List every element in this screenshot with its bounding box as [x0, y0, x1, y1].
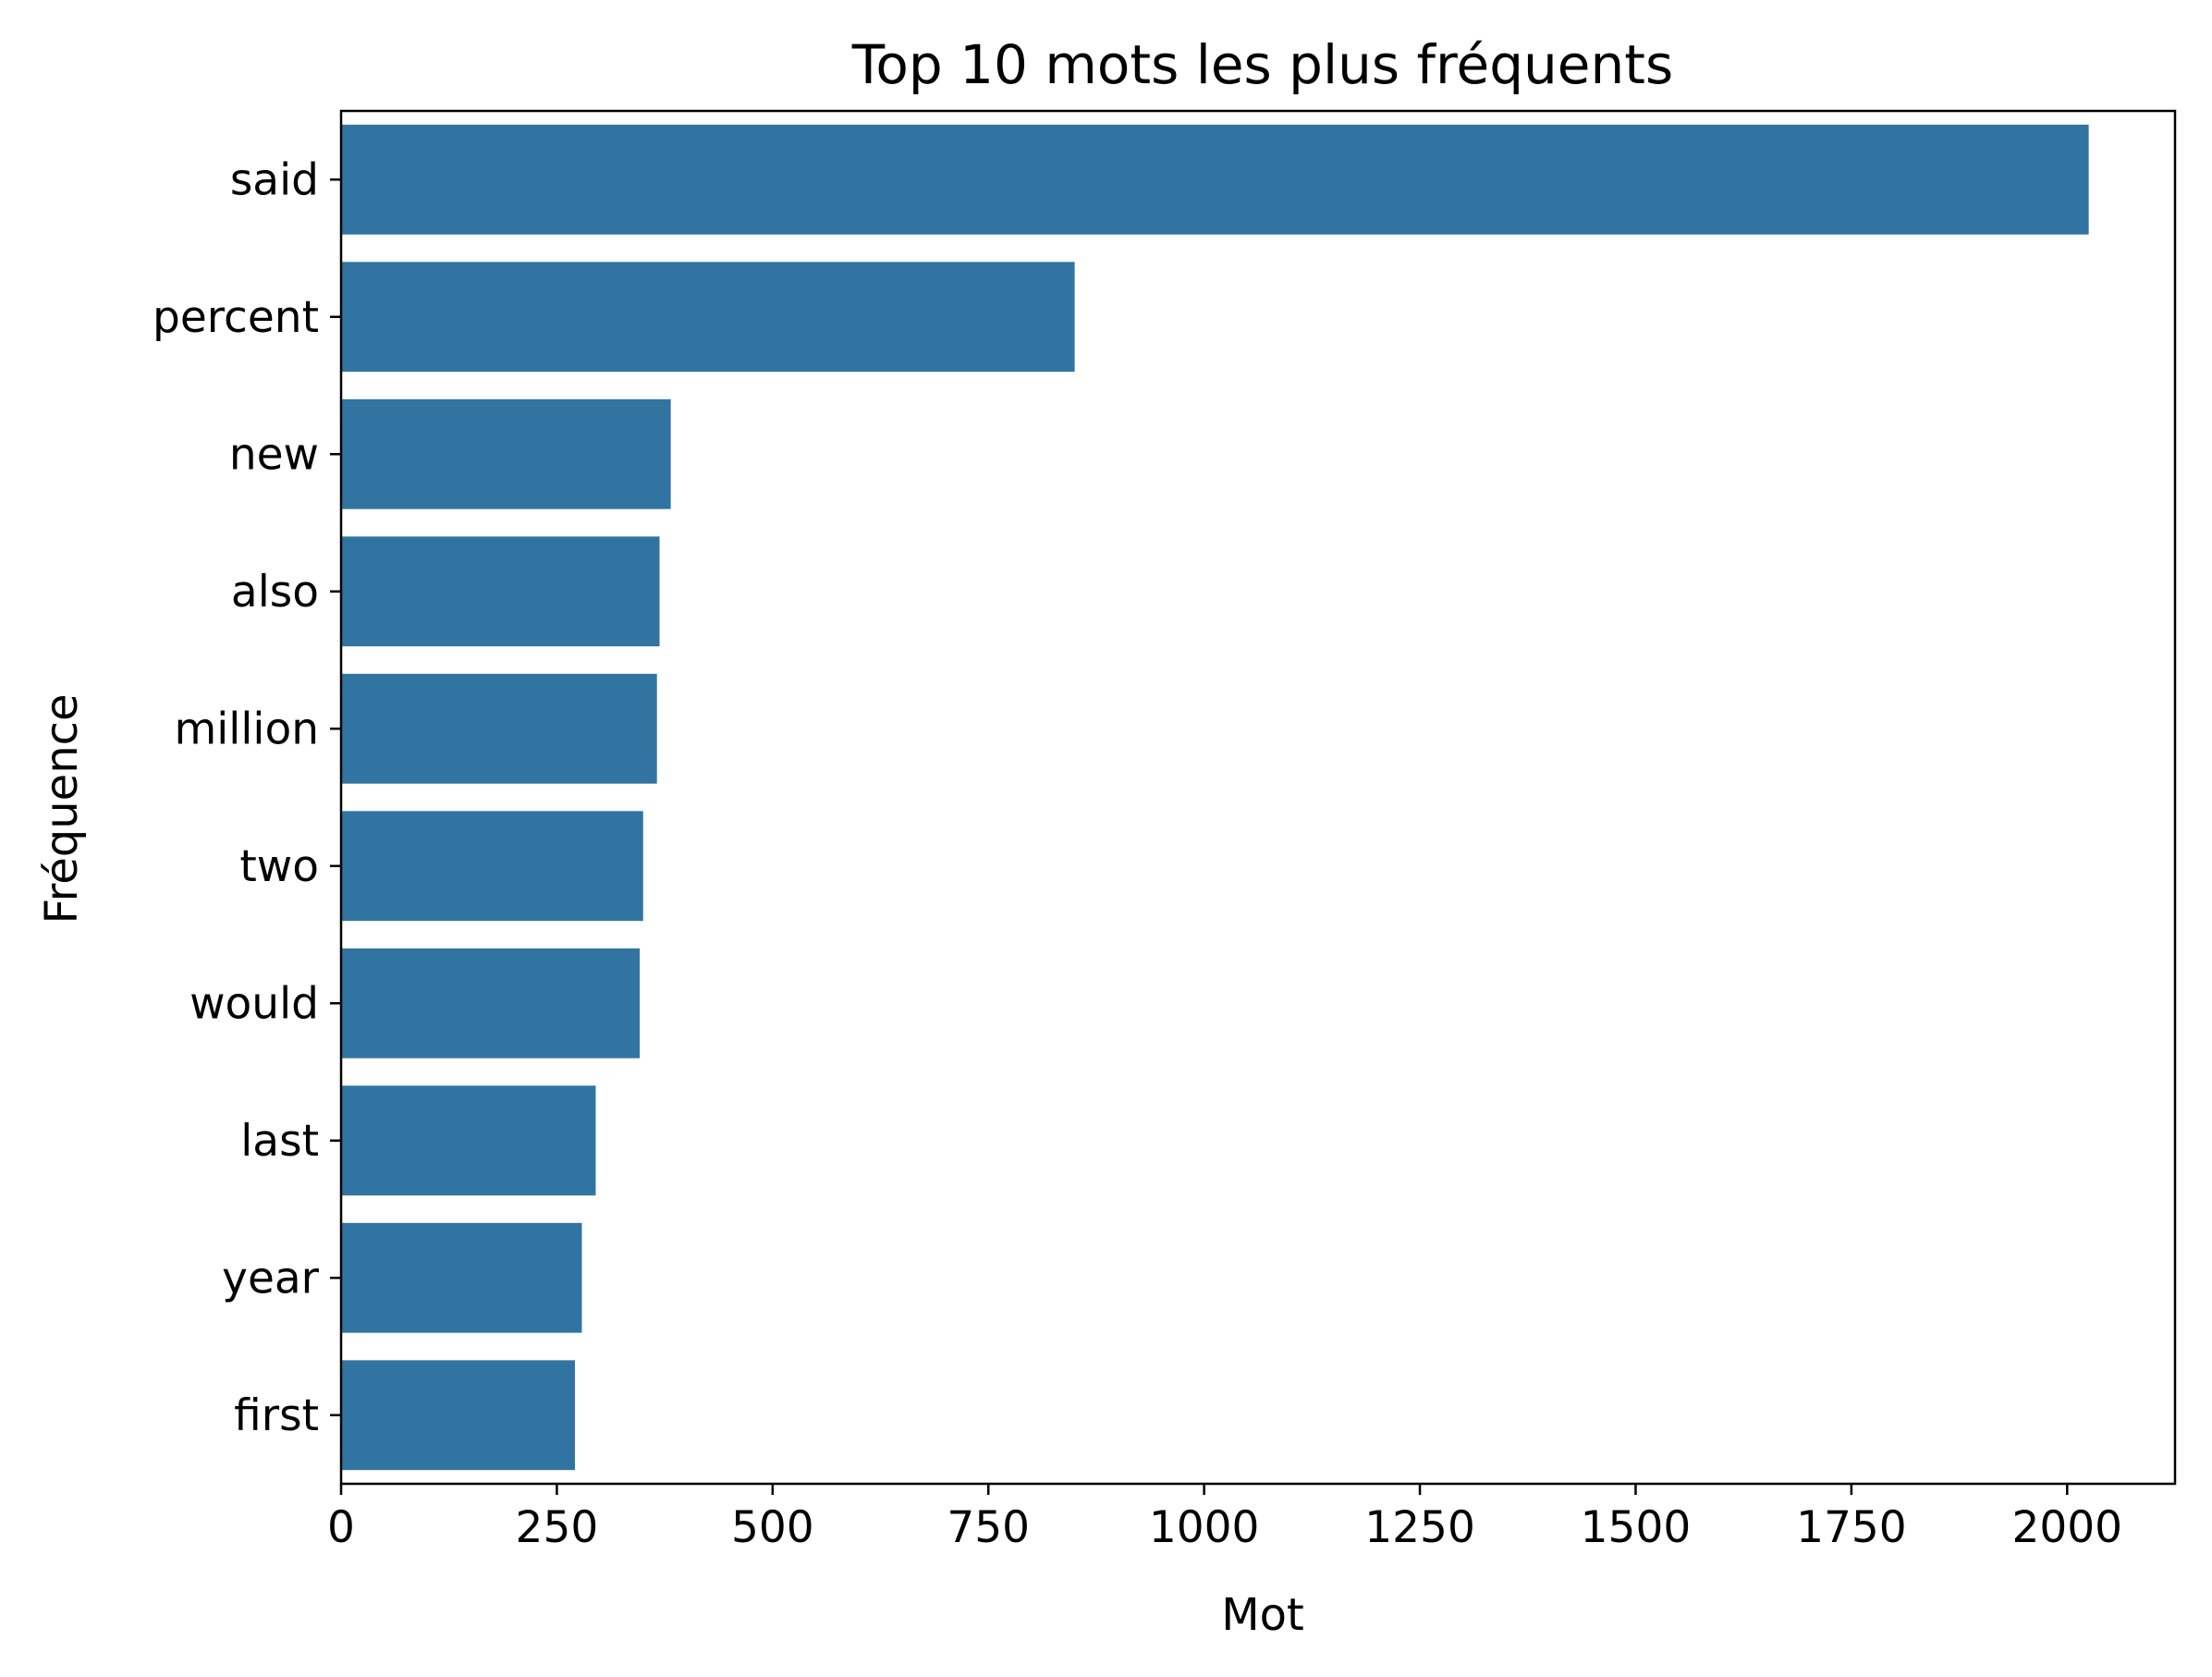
x-tick-label-2000: 2000: [2011, 1502, 2122, 1553]
y-tick-label-million: million: [174, 704, 319, 754]
bar-also: [341, 536, 660, 647]
y-tick-label-last: last: [240, 1116, 319, 1167]
axes-frame: [339, 109, 2177, 1486]
y-tick-label-said: said: [230, 154, 319, 205]
bar-first: [341, 1360, 576, 1471]
x-tick-label-0: 0: [327, 1502, 355, 1553]
x-tick-label-1250: 1250: [1364, 1502, 1475, 1553]
x-axis-label: Mot: [1221, 1589, 1304, 1641]
x-tick-label-1500: 1500: [1581, 1502, 1692, 1553]
bar-percent: [341, 262, 1075, 373]
bar-said: [341, 124, 2089, 235]
bar-last: [341, 1085, 596, 1196]
x-tick-label-1000: 1000: [1149, 1502, 1260, 1553]
y-tick-label-also: also: [231, 567, 319, 618]
bar-two: [341, 811, 643, 922]
bar-would: [341, 948, 641, 1059]
plot-area: said percent new also million two would last yea…: [153, 109, 2177, 1553]
y-tick-label-first: first: [234, 1390, 319, 1441]
y-tick-label-would: would: [189, 978, 319, 1029]
x-tick-label-750: 750: [947, 1502, 1030, 1553]
x-tick-label-1750: 1750: [1796, 1502, 1907, 1553]
bar-year: [341, 1222, 582, 1333]
y-axis-label: Fréquence: [36, 693, 88, 924]
y-tick-label-year: year: [222, 1253, 320, 1304]
chart-title: Top 10 mots les plus fréquents: [851, 33, 1673, 96]
x-tick-label-500: 500: [731, 1502, 814, 1553]
bar-million: [341, 673, 657, 784]
y-tick-label-two: two: [239, 841, 319, 892]
y-tick-label-percent: percent: [153, 292, 319, 343]
bar-new: [341, 398, 671, 509]
y-tick-label-new: new: [229, 429, 319, 480]
x-tick-label-250: 250: [516, 1502, 599, 1553]
